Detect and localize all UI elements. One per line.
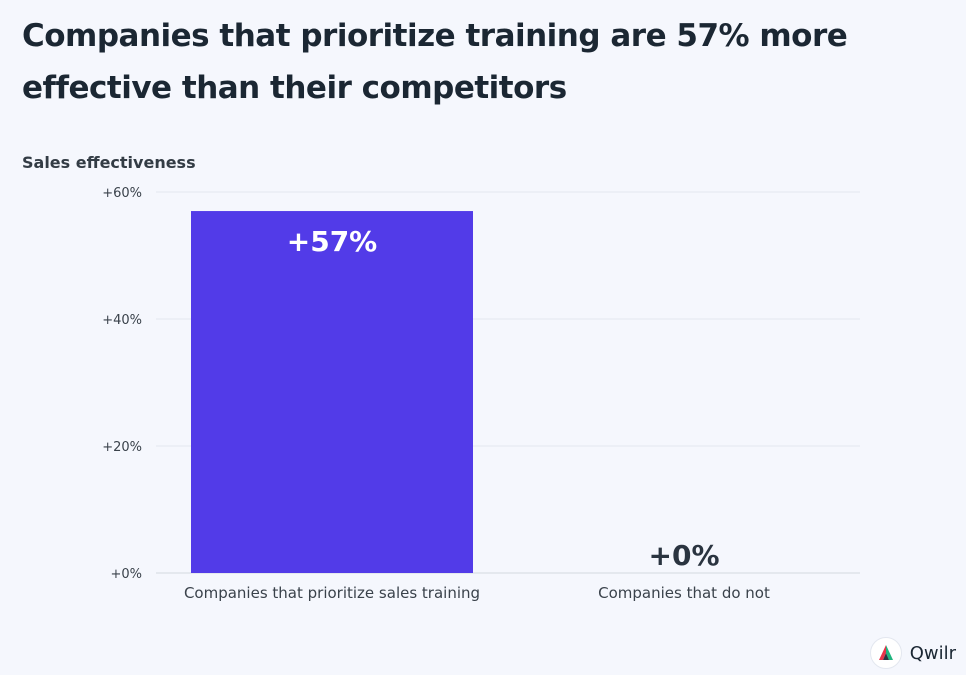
x-tick-label: Companies that do not xyxy=(598,584,770,602)
chart-title: Companies that prioritize training are 5… xyxy=(22,18,848,106)
qwilr-logo: Qwilr xyxy=(869,637,956,669)
qwilr-logo-text: Qwilr xyxy=(909,642,956,664)
qwilr-logo-icon xyxy=(869,637,902,669)
y-tick-label: +40% xyxy=(102,313,142,328)
y-tick-label: +20% xyxy=(102,440,142,455)
x-tick-label: Companies that prioritize sales training xyxy=(184,584,480,602)
data-label: +57% xyxy=(287,225,377,258)
y-tick-label: +60% xyxy=(102,186,142,201)
bar xyxy=(191,211,473,574)
y-tick-label: +0% xyxy=(110,567,142,582)
data-label: +0% xyxy=(649,539,720,572)
y-axis-title: Sales effectiveness xyxy=(22,153,196,172)
